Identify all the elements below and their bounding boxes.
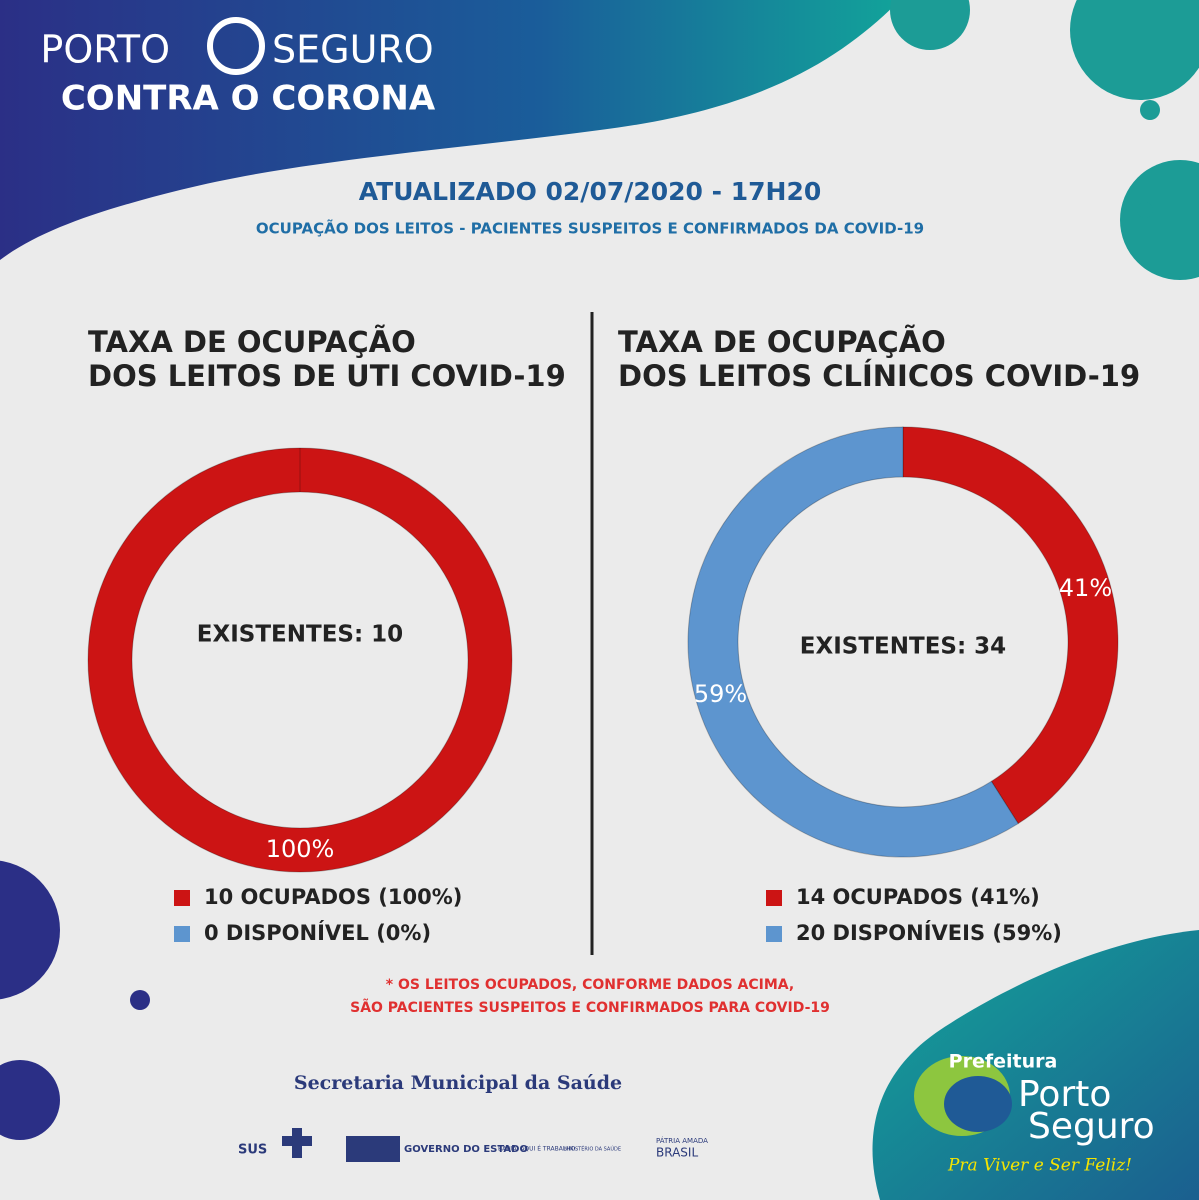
brand-left: PORTO (40, 28, 170, 72)
logo-text: GOVERNO DO ESTADO (404, 1144, 528, 1155)
data-label: 59% (694, 680, 747, 708)
brand-line2: CONTRA O CORONA (61, 79, 436, 119)
chart-title: TAXA DE OCUPAÇÃO (88, 325, 416, 359)
note: SÃO PACIENTES SUSPEITOS E CONFIRMADOS PA… (350, 999, 830, 1016)
secretaria: Secretaria Municipal da Saúde (294, 1072, 622, 1094)
legend-swatch (174, 926, 190, 942)
center-label: EXISTENTES: 10 (197, 622, 403, 648)
donut-segment (902, 426, 1119, 825)
logo-text: MINISTÉRIO DA SAÚDE (564, 1145, 621, 1153)
logo-text: PÁTRIA AMADA (656, 1136, 708, 1145)
seguro: Seguro (1028, 1106, 1155, 1147)
legend-swatch (766, 890, 782, 906)
header-shape (0, 0, 900, 260)
legend-entry: 20 DISPONÍVEIS (59%) (796, 920, 1062, 945)
data-label: 41% (1059, 574, 1112, 602)
legend-entry: 0 DISPONÍVEL (0%) (204, 920, 431, 945)
slogan: Pra Viver e Ser Feliz! (947, 1156, 1132, 1176)
legend-swatch (766, 926, 782, 942)
title: ATUALIZADO 02/07/2020 - 17H20 (359, 177, 821, 206)
center-label: EXISTENTES: 34 (800, 634, 1006, 660)
chart-title: DOS LEITOS CLÍNICOS COVID-19 (618, 359, 1140, 393)
logo-text: BRASIL (656, 1146, 698, 1160)
prefeitura-logo (944, 1076, 1012, 1132)
donut-segment (87, 447, 513, 873)
virus-icon (207, 17, 265, 75)
virus-decoration (0, 860, 150, 1140)
virus-decoration (890, 0, 1199, 280)
data-label: 100% (266, 835, 335, 863)
porto: Porto (1018, 1074, 1111, 1115)
chart-title: DOS LEITOS DE UTI COVID-19 (88, 359, 566, 393)
legend-entry: 14 OCUPADOS (41%) (796, 885, 1040, 909)
logo-box (346, 1136, 400, 1162)
logo-text: BAHIA, AQUI É TRABALHO. (498, 1145, 577, 1153)
legend-swatch (174, 890, 190, 906)
note: * OS LEITOS OCUPADOS, CONFORME DADOS ACI… (386, 977, 794, 993)
logo-text: SUS (238, 1143, 267, 1158)
subtitle: OCUPAÇÃO DOS LEITOS - PACIENTES SUSPEITO… (256, 219, 924, 238)
brand-right: SEGURO (272, 28, 434, 72)
sus-cross (282, 1128, 312, 1158)
legend-entry: 10 OCUPADOS (100%) (204, 885, 462, 909)
donut-segment (687, 426, 1019, 858)
prefeitura: Prefeitura (949, 1051, 1058, 1073)
chart-title: TAXA DE OCUPAÇÃO (618, 325, 946, 359)
